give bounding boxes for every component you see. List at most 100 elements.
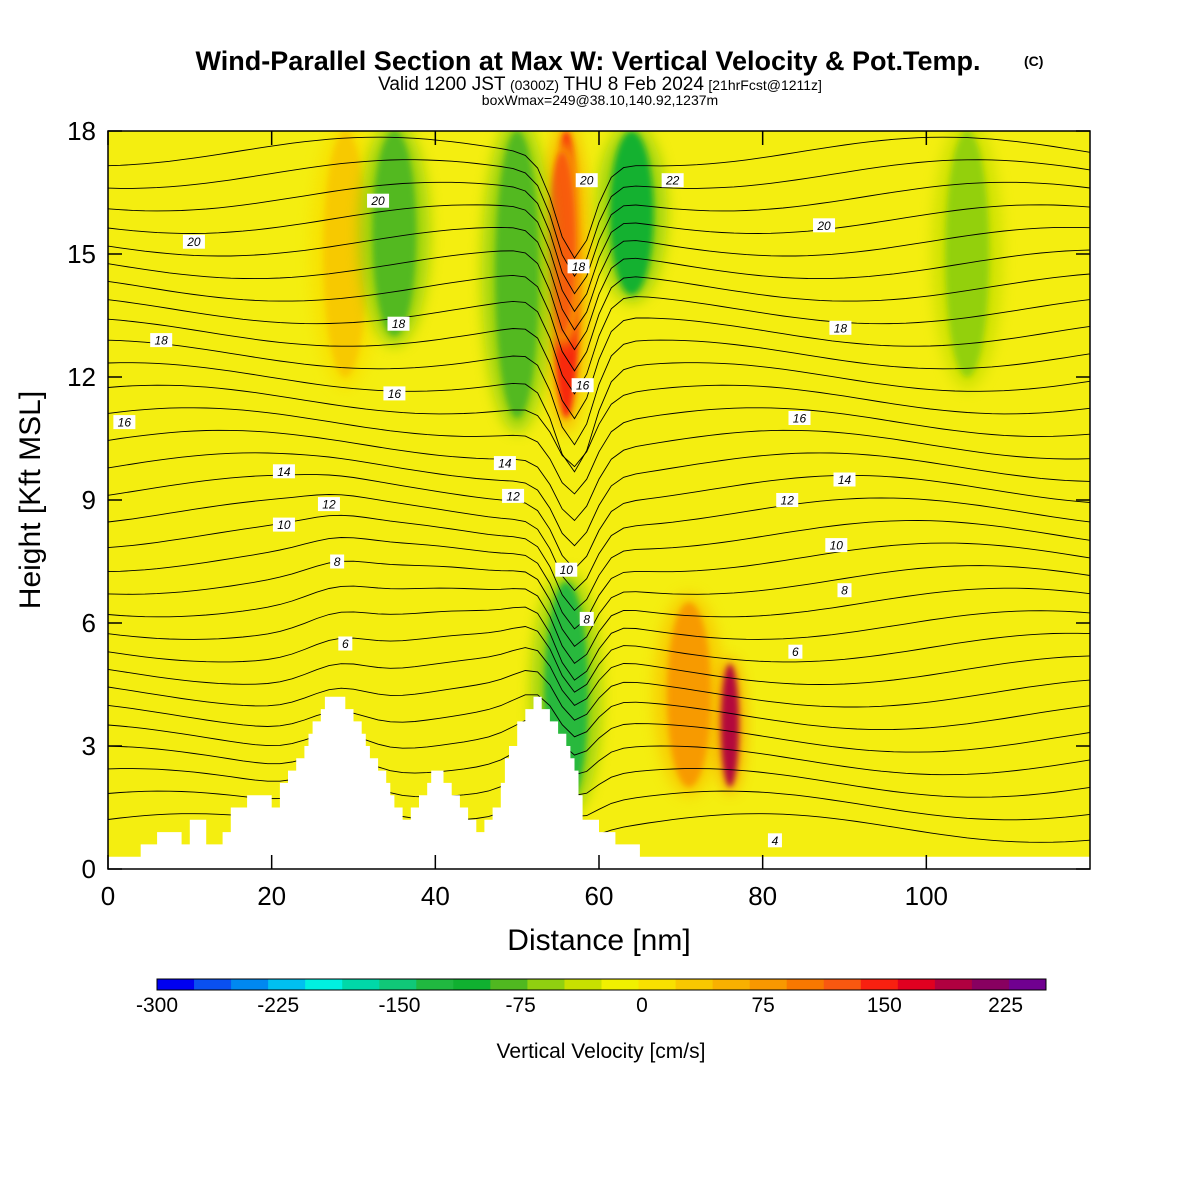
colorbar-swatch bbox=[564, 979, 602, 990]
contour-label-text: 18 bbox=[834, 321, 848, 335]
contour-label-bg bbox=[383, 386, 406, 401]
theta-contour bbox=[108, 694, 1090, 738]
contour-label: 14 bbox=[272, 464, 295, 479]
contour-label: 20 bbox=[813, 218, 836, 233]
colorbar-swatch bbox=[453, 979, 491, 990]
contour-label-text: 14 bbox=[838, 473, 852, 487]
velocity-core bbox=[548, 151, 577, 336]
colorbar: -300 -225 -150 -75 0 75 150 225 bbox=[136, 978, 1047, 1017]
velocity-core bbox=[945, 131, 990, 377]
theta-contour bbox=[108, 159, 1090, 277]
contour-label-bg bbox=[833, 472, 856, 487]
y-tick-label: 18 bbox=[67, 116, 96, 146]
theta-contour bbox=[108, 429, 1090, 522]
velocity-core bbox=[667, 602, 712, 787]
theta-contour bbox=[108, 718, 1090, 756]
colorbar-tick-label: -75 bbox=[506, 994, 536, 1017]
contour-label: 8 bbox=[579, 611, 594, 626]
contour-label-text: 18 bbox=[572, 260, 586, 274]
contour-label: 6 bbox=[338, 636, 353, 651]
theta-contour bbox=[108, 407, 1090, 495]
plot-area: 20 20 20 22 20 18 18 18 18 16 16 16 16 14 14 14 12 12 12 10… bbox=[108, 131, 1090, 869]
velocity-core bbox=[609, 131, 654, 295]
colorbar-swatch bbox=[342, 979, 380, 990]
colorbar-frame bbox=[156, 978, 1047, 991]
contour-label-text: 14 bbox=[277, 465, 291, 479]
contour-label-bg bbox=[367, 193, 390, 208]
contour-label-text: 16 bbox=[118, 416, 132, 430]
colorbar-swatch bbox=[268, 979, 306, 990]
contour-label-bg bbox=[493, 456, 516, 471]
contour-label-text: 20 bbox=[186, 235, 201, 249]
contour-label-bg bbox=[575, 173, 598, 188]
contour-label-bg bbox=[829, 320, 852, 335]
contour-label-text: 14 bbox=[498, 457, 512, 471]
chart-subtitle-2: boxWmax=249@38.10,140.92,1237m bbox=[482, 92, 718, 108]
y-axis-label: Height [Kft MSL] bbox=[14, 391, 47, 609]
theta-contour bbox=[108, 494, 1090, 592]
colorbar-swatch bbox=[749, 979, 788, 990]
colorbar-swatch bbox=[1008, 979, 1047, 990]
contour-label-bg bbox=[579, 611, 594, 626]
contour-label: 14 bbox=[493, 456, 516, 471]
colorbar-swatch bbox=[305, 979, 343, 990]
contour-label-bg bbox=[338, 636, 353, 651]
chart-title: Wind-Parallel Section at Max W: Vertical… bbox=[196, 46, 981, 76]
colorbar-swatch bbox=[157, 979, 195, 990]
contour-label-bg bbox=[661, 173, 684, 188]
colorbar-swatch bbox=[897, 979, 936, 990]
contour-label: 4 bbox=[767, 833, 782, 848]
contour-label-bg bbox=[776, 493, 799, 507]
contour-label-text: 20 bbox=[579, 174, 594, 188]
contour-label-bg bbox=[182, 234, 205, 249]
contour-label: 18 bbox=[567, 259, 590, 274]
contour-label-bg bbox=[571, 378, 594, 393]
contour-label-text: 6 bbox=[792, 645, 799, 659]
contour-label-text: 12 bbox=[506, 489, 520, 503]
y-tick-label: 0 bbox=[82, 854, 96, 884]
contour-labels: 20 20 20 22 20 18 18 18 18 16 16 16 16 14 14 14 12 12 12 10… bbox=[113, 173, 856, 848]
contour-label: 22 bbox=[661, 173, 684, 188]
colorbar-tick-label: -300 bbox=[136, 994, 178, 1017]
theta-contour bbox=[108, 204, 1090, 313]
contour-label-bg bbox=[387, 316, 410, 331]
contour-label: 20 bbox=[367, 193, 390, 208]
colorbar-tick-label: 0 bbox=[636, 994, 648, 1017]
contour-label-text: 8 bbox=[583, 612, 590, 626]
contour-label-bg bbox=[330, 554, 345, 569]
velocity-core bbox=[323, 131, 368, 377]
contour-label: 14 bbox=[833, 472, 856, 487]
contour-label: 10 bbox=[272, 517, 295, 532]
contour-label-text: 18 bbox=[155, 334, 169, 348]
contour-label-text: 16 bbox=[793, 412, 807, 426]
colorbar-swatch bbox=[416, 979, 454, 990]
colorbar-swatch bbox=[527, 979, 565, 990]
y-tick-label: 6 bbox=[82, 608, 96, 638]
contour-label-text: 20 bbox=[816, 219, 831, 233]
colorbar-tick-label: 150 bbox=[867, 994, 902, 1017]
theta-contour bbox=[108, 452, 1090, 547]
contour-label-text: 20 bbox=[370, 194, 385, 208]
contour-label: 16 bbox=[383, 386, 406, 401]
contour-label-bg bbox=[825, 538, 848, 553]
contour-label: 16 bbox=[113, 415, 136, 430]
theta-contour bbox=[108, 474, 1090, 570]
contour-label-bg bbox=[272, 464, 295, 479]
y-tick-label: 3 bbox=[82, 731, 96, 761]
contour-label-bg bbox=[113, 415, 136, 430]
contour-label-bg bbox=[767, 833, 782, 848]
x-tick-label: 100 bbox=[905, 881, 948, 911]
contour-label: 8 bbox=[330, 554, 345, 569]
contour-label-text: 18 bbox=[392, 317, 406, 331]
colorbar-swatch bbox=[194, 979, 232, 990]
theta-contour bbox=[108, 743, 1090, 776]
contour-label-text: 6 bbox=[342, 637, 349, 651]
contour-label-text: 10 bbox=[560, 563, 574, 577]
contour-label: 18 bbox=[829, 320, 852, 335]
x-tick-label: 80 bbox=[748, 881, 777, 911]
contour-label-bg bbox=[837, 583, 852, 598]
contour-label-bg bbox=[567, 259, 590, 274]
contour-label: 18 bbox=[387, 316, 410, 331]
velocity-core bbox=[495, 131, 540, 418]
contour-label-text: 22 bbox=[665, 174, 680, 188]
